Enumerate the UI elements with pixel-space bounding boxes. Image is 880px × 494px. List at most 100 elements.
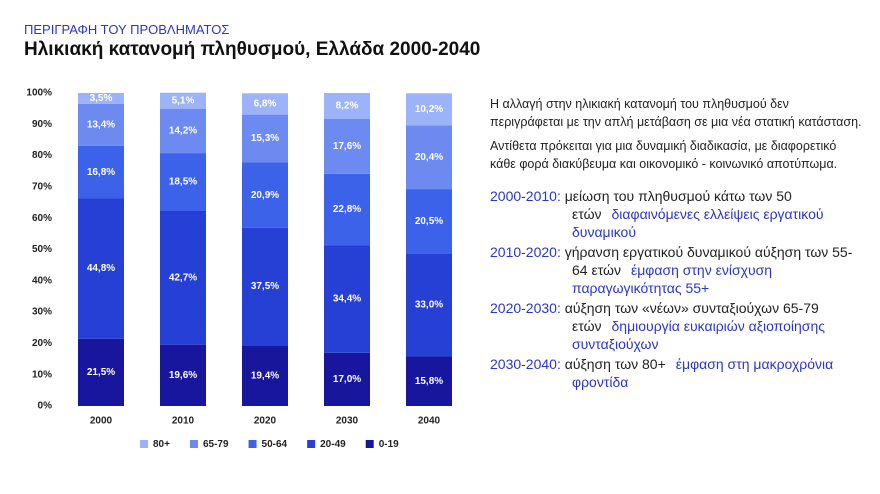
note-text: μείωση του πληθυσμού κάτω των 50 ετών [564, 188, 792, 222]
note-emphasis: διαφαινόμενες ελλείψεις εργατικού δυναμι… [572, 206, 824, 240]
notes: 2000-2010: μείωση του πληθυσμού κάτω των… [490, 187, 862, 391]
data-label: 5,1% [172, 95, 195, 106]
legend-label: 50-64 [262, 439, 288, 450]
bar-segment [242, 227, 288, 346]
data-label: 15,3% [251, 133, 279, 144]
legend-label: 80+ [153, 439, 170, 450]
bar-segment [160, 92, 206, 109]
x-tick-label: 2040 [418, 416, 441, 427]
bar-segment [406, 356, 452, 406]
bar-segment [406, 93, 452, 126]
x-tick-label: 2010 [172, 416, 195, 427]
data-label: 16,8% [87, 167, 115, 178]
bar-segment [406, 253, 452, 357]
data-label: 20,9% [251, 190, 279, 201]
data-label: 6,8% [254, 99, 277, 110]
bar-segment [78, 93, 124, 104]
bar-segment [78, 145, 124, 199]
data-label: 42,7% [169, 272, 197, 283]
x-tick-label: 2020 [254, 416, 277, 427]
data-label: 17,6% [333, 141, 361, 152]
y-tick-label: 60% [32, 213, 52, 224]
data-label: 14,2% [169, 126, 197, 137]
data-label: 20,5% [415, 216, 443, 227]
data-label: 18,5% [169, 177, 197, 188]
x-tick-label: 2030 [336, 416, 359, 427]
bar-segment [160, 108, 206, 154]
bar-segment [242, 345, 288, 406]
paragraph: Η αλλαγή στην ηλικιακή κατανομή του πληθ… [490, 97, 862, 129]
data-label: 20,4% [415, 152, 443, 163]
paragraph: Αντίθετα πρόκειται για μια δυναμική διαδ… [490, 139, 838, 171]
note-text: γήρανση εργατικού δυναμικού αύξηση των 5… [564, 244, 853, 278]
data-label: 8,2% [336, 100, 359, 111]
paragraphs: Η αλλαγή στην ηλικιακή κατανομή του πληθ… [490, 95, 862, 173]
bar-segment [406, 189, 452, 254]
data-label: 34,4% [333, 294, 361, 305]
data-label: 22,8% [333, 204, 361, 215]
y-tick-label: 100% [26, 88, 52, 99]
legend-swatch [365, 440, 374, 448]
note-text: αύξηση των 80+ [564, 356, 666, 372]
note: 2020-2030: αύξηση των «νέων» συνταξιούχω… [490, 299, 862, 353]
y-tick-label: 50% [32, 244, 52, 255]
data-label: 13,4% [87, 120, 115, 131]
bar-segment [324, 173, 370, 246]
bar-segment [160, 211, 206, 345]
chart: 0% 10% 20% 30% 40% 50% 60% 70% 80% 90% 100% 21,5% 44… [26, 88, 452, 450]
y-tick-label: 30% [32, 307, 52, 318]
legend-swatch [140, 440, 148, 448]
note: 2010-2020: γήρανση εργατικού δυναμικού α… [490, 243, 862, 297]
data-label: 21,5% [87, 367, 115, 378]
y-tick-label: 0% [38, 401, 53, 412]
note-period: 2010-2020: [490, 244, 561, 260]
note-period: 2030-2040: [490, 356, 561, 372]
y-tick-label: 40% [32, 275, 52, 286]
note-text: αύξηση των «νέων» συνταξιούχων 65-79 ετώ… [564, 300, 819, 334]
bar-segment [242, 93, 288, 115]
legend-label: 20-49 [320, 439, 346, 450]
side-text: Η αλλαγή στην ηλικιακή κατανομή του πληθ… [490, 95, 862, 393]
y-tick-label: 20% [32, 338, 52, 349]
legend-swatch [307, 440, 316, 448]
bar-segment [160, 344, 206, 406]
legend-swatch [248, 440, 257, 448]
data-label: 33,0% [415, 300, 443, 311]
bar-segment [324, 118, 370, 174]
data-label: 37,5% [251, 281, 279, 292]
note-emphasis: δημιουργία ευκαιριών αξιοποίησης συνταξι… [572, 318, 825, 352]
bar-segment [406, 125, 452, 190]
bar-segment [324, 245, 370, 353]
kicker: ΠΕΡΙΓΡΑΦΗ ΤΟΥ ΠΡΟΒΛΗΜΑΤΟΣ [24, 22, 230, 37]
note-emphasis: έμφαση στη μακροχρόνια φροντίδα [572, 356, 834, 390]
x-tick-label: 2000 [90, 416, 113, 427]
note-emphasis: έμφαση στην ενίσχυση παραγωγικότητας 55+ [572, 262, 773, 296]
note: 2030-2040: αύξηση των 80+ έμφαση στη μακρ… [490, 355, 862, 391]
slide-title: Ηλικιακή κατανομή πληθυσμού, Ελλάδα 2000… [24, 39, 481, 60]
bar-segment [242, 162, 288, 228]
bar-segment [324, 93, 370, 119]
y-tick-label: 90% [32, 119, 52, 130]
bar-segment [78, 338, 124, 406]
y-tick-label: 80% [32, 150, 52, 161]
data-label: 15,8% [415, 376, 443, 387]
y-tick-label: 10% [32, 369, 52, 380]
note-period: 2000-2010: [490, 188, 561, 204]
legend-label: 0-19 [379, 439, 399, 450]
legend-swatch [189, 440, 198, 448]
data-label: 44,8% [87, 263, 115, 274]
note: 2000-2010: μείωση του πληθυσμού κάτω των… [490, 187, 862, 241]
bar-segment [78, 103, 124, 146]
data-label: 19,6% [169, 370, 197, 381]
bar-segment [324, 352, 370, 406]
data-label: 17,0% [333, 374, 361, 385]
bar-segment [242, 114, 288, 163]
data-label: 19,4% [251, 370, 279, 381]
y-tick-label: 70% [32, 182, 52, 193]
data-label: 3,5% [90, 93, 113, 104]
note-period: 2020-2030: [490, 300, 561, 316]
bar-segment [160, 153, 206, 212]
data-label: 10,2% [415, 104, 443, 115]
bar-segment [78, 198, 124, 339]
